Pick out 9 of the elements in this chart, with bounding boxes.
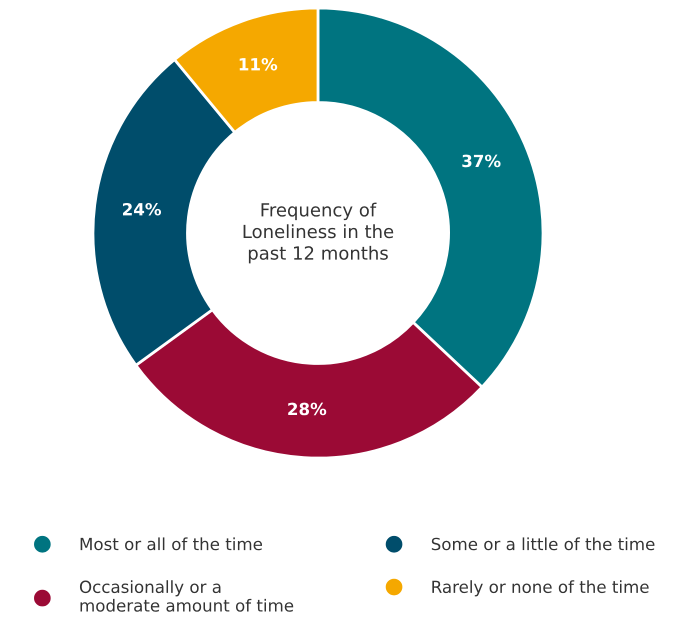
legend-label: Some or a little of the time [432,537,654,550]
text: Frequency of Loneliness in the past 12 months [244,202,394,264]
legend-label: Rarely or none of the time [432,580,649,596]
legend-label: Most or all of the time [80,537,262,550]
data-label: 11% [240,58,278,71]
legend-label: Occasionally or a moderate amount of time [80,580,294,612]
data-label: 37% [462,154,501,168]
data-label: 28% [288,402,326,416]
data-label: 24% [122,202,162,216]
